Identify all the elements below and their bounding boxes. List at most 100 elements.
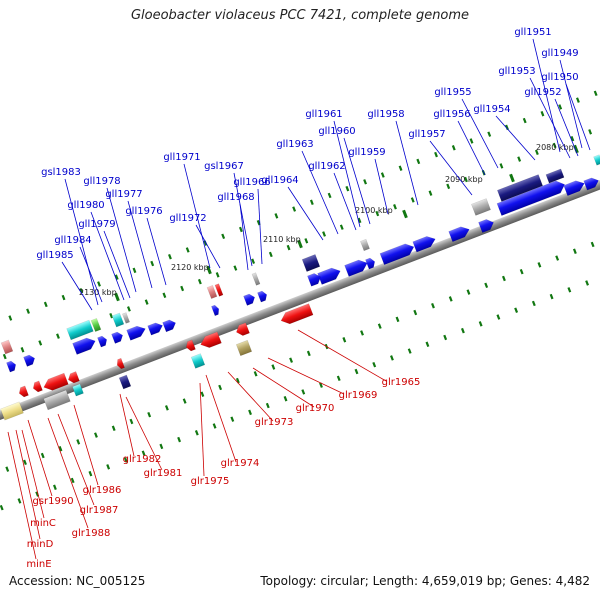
gene-label-minE[interactable]: minE: [26, 559, 51, 570]
gene-box-olive[interactable]: [235, 339, 253, 357]
gene-label-gll1978[interactable]: gll1978: [83, 176, 120, 187]
gene-label-glr1987[interactable]: glr1987: [80, 505, 119, 516]
gene-arrow-forward[interactable]: [448, 224, 472, 243]
gene-label-gll1959[interactable]: gll1959: [348, 147, 385, 158]
gene-label-gll1951[interactable]: gll1951: [514, 27, 551, 38]
gene-label-gll1980[interactable]: gll1980: [67, 200, 104, 211]
gene-label-gll1962[interactable]: gll1962: [308, 161, 345, 172]
gene-leader-line: [106, 187, 137, 293]
gene-arrow-reverse[interactable]: [31, 380, 43, 393]
gene-label-gll1957[interactable]: gll1957: [408, 129, 445, 140]
gene-arrow-forward[interactable]: [257, 290, 268, 303]
gene-arrow-reverse[interactable]: [184, 339, 196, 352]
gene-label-gll1961[interactable]: gll1961: [305, 109, 342, 120]
gene-label-gsl1967[interactable]: gsl1967: [204, 161, 244, 172]
gene-arrow-forward[interactable]: [97, 335, 108, 348]
gene-box-navy[interactable]: [118, 374, 132, 390]
gene-label-gll1954[interactable]: gll1954: [473, 104, 510, 115]
gene-box-navy[interactable]: [301, 254, 321, 272]
gene-arrow-reverse[interactable]: [42, 372, 69, 393]
gene-label-gll1977[interactable]: gll1977: [105, 189, 142, 200]
gene-arrow-reverse[interactable]: [67, 371, 80, 385]
gene-box-yellow[interactable]: [0, 401, 24, 421]
gene-label-gll1984[interactable]: gll1984: [54, 235, 91, 246]
gene-box-cyan[interactable]: [66, 319, 94, 341]
gene-label-glr1975[interactable]: glr1975: [191, 476, 230, 487]
gene-arrow-forward[interactable]: [6, 360, 17, 373]
gene-label-gll1964[interactable]: gll1964: [261, 175, 298, 186]
tick-mark: [127, 306, 131, 312]
gene-arrow-reverse[interactable]: [115, 357, 125, 370]
gene-box-red[interactable]: [214, 283, 224, 297]
gene-arrow-forward[interactable]: [478, 217, 495, 233]
gene-arrow-forward[interactable]: [126, 324, 148, 341]
gene-arrow-forward[interactable]: [111, 331, 125, 344]
gene-box-pink[interactable]: [0, 339, 14, 355]
tick-mark: [345, 185, 350, 192]
gene-box-cyan[interactable]: [111, 312, 125, 328]
gene-label-glr1988[interactable]: glr1988: [72, 528, 111, 539]
gene-box-navy[interactable]: [496, 174, 544, 202]
gene-label-gll1963[interactable]: gll1963: [276, 139, 313, 150]
gene-label-gll1956[interactable]: gll1956: [433, 109, 470, 120]
gene-label-minD[interactable]: minD: [27, 539, 54, 550]
gene-label-gll1966[interactable]: gll1966: [233, 177, 270, 188]
gene-label-gll1952[interactable]: gll1952: [524, 87, 561, 98]
gene-label-glr1986[interactable]: glr1986: [83, 485, 122, 496]
gene-label-gll1958[interactable]: gll1958: [367, 109, 404, 120]
gene-box-grey[interactable]: [43, 389, 71, 411]
gene-label-gll1972[interactable]: gll1972: [169, 213, 206, 224]
gene-label-gsl1983[interactable]: gsl1983: [41, 167, 81, 178]
gene-label-gll1960[interactable]: gll1960: [318, 126, 355, 137]
gene-label-gll1968[interactable]: gll1968: [217, 192, 254, 203]
gene-arrow-forward[interactable]: [307, 272, 322, 287]
tick-mark: [555, 255, 560, 261]
gene-label-glr1973[interactable]: glr1973: [255, 417, 294, 428]
gene-label-gll1976[interactable]: gll1976: [125, 206, 162, 217]
gene-arrow-reverse[interactable]: [234, 322, 250, 338]
gene-box-grey[interactable]: [360, 238, 370, 252]
gene-box-navy[interactable]: [545, 168, 565, 184]
gene-box-pink[interactable]: [206, 285, 218, 299]
gene-label-gll1971[interactable]: gll1971: [163, 152, 200, 163]
gene-arrow-reverse[interactable]: [199, 331, 222, 350]
gene-label-gll1979[interactable]: gll1979: [78, 219, 115, 230]
gene-arrow-forward[interactable]: [563, 178, 587, 197]
gene-label-glr1974[interactable]: glr1974: [221, 458, 260, 469]
gene-box-grey[interactable]: [251, 272, 261, 286]
gene-arrow-forward[interactable]: [72, 335, 98, 355]
gene-box-cyan[interactable]: [593, 154, 600, 166]
gene-leader-line: [429, 140, 473, 196]
gene-arrow-forward[interactable]: [162, 318, 178, 333]
gene-label-glr1982[interactable]: glr1982: [123, 454, 162, 465]
gene-arrow-reverse[interactable]: [17, 385, 29, 398]
gene-label-gsr1990[interactable]: gsr1990: [32, 496, 73, 507]
gene-label-gll1955[interactable]: gll1955: [434, 87, 471, 98]
gene-arrow-forward[interactable]: [379, 241, 416, 266]
gene-box-grey[interactable]: [122, 312, 130, 324]
gene-label-gll1949[interactable]: gll1949: [541, 48, 578, 59]
gene-arrow-forward[interactable]: [583, 176, 600, 191]
gene-label-glr1969[interactable]: glr1969: [339, 390, 378, 401]
gene-label-glr1970[interactable]: glr1970: [296, 403, 335, 414]
gene-arrow-forward[interactable]: [344, 257, 370, 277]
gene-label-gll1985[interactable]: gll1985: [36, 250, 73, 261]
gene-box-cyan[interactable]: [72, 383, 84, 397]
gene-arrow-forward[interactable]: [243, 293, 257, 306]
gene-arrow-forward[interactable]: [365, 257, 376, 270]
gene-arrow-forward[interactable]: [317, 265, 343, 285]
gene-label-glr1981[interactable]: glr1981: [144, 468, 183, 479]
gene-box-cyan[interactable]: [190, 353, 206, 369]
gene-label-minC[interactable]: minC: [30, 518, 56, 529]
gene-arrow-forward[interactable]: [23, 354, 37, 367]
gene-arrow-forward[interactable]: [496, 178, 567, 216]
gene-arrow-forward[interactable]: [211, 304, 220, 317]
gene-arrow-reverse[interactable]: [279, 303, 314, 327]
gene-label-gll1950[interactable]: gll1950: [541, 72, 578, 83]
gene-arrow-forward[interactable]: [412, 234, 437, 253]
gene-arrow-forward[interactable]: [147, 321, 165, 336]
gene-box-green[interactable]: [90, 318, 102, 332]
gene-label-glr1965[interactable]: glr1965: [382, 377, 421, 388]
gene-label-gll1953[interactable]: gll1953: [498, 66, 535, 77]
gene-box-grey[interactable]: [471, 198, 491, 216]
